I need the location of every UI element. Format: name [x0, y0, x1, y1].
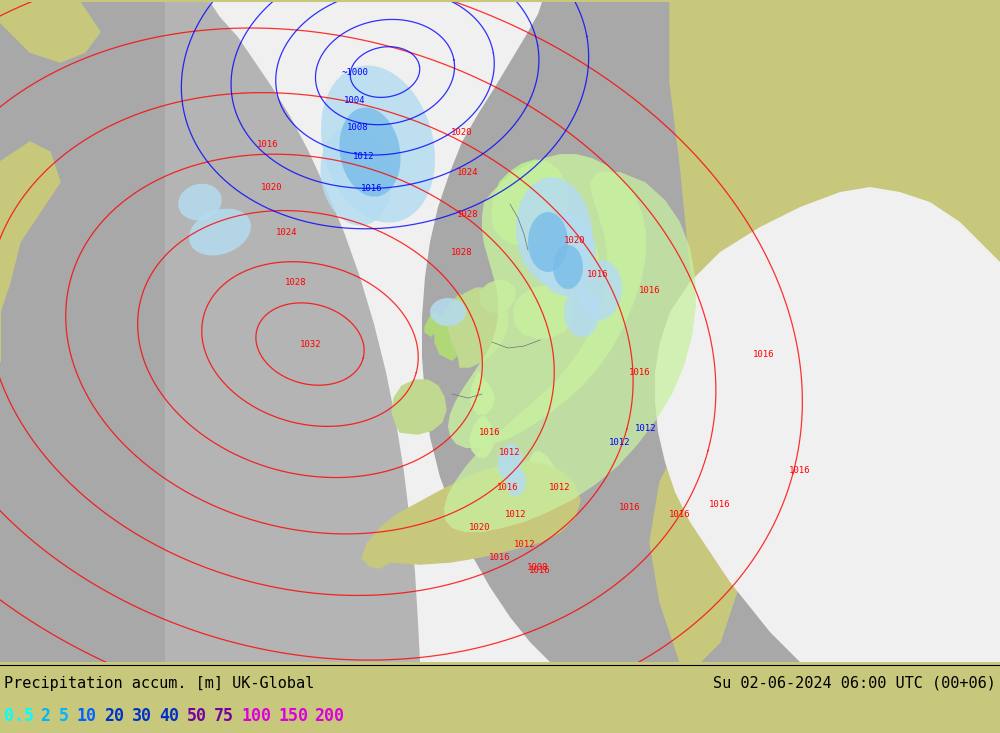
- Polygon shape: [0, 142, 60, 362]
- Text: 200: 200: [315, 707, 345, 725]
- Polygon shape: [362, 462, 580, 568]
- Text: 50: 50: [187, 707, 207, 725]
- Polygon shape: [370, 2, 450, 57]
- Polygon shape: [165, 2, 420, 662]
- Polygon shape: [564, 287, 600, 337]
- Polygon shape: [536, 212, 596, 296]
- Text: 1016: 1016: [479, 427, 501, 437]
- Polygon shape: [448, 154, 646, 448]
- Text: 1012: 1012: [353, 152, 375, 161]
- Polygon shape: [178, 184, 222, 221]
- Text: 1016: 1016: [753, 350, 775, 358]
- Polygon shape: [546, 236, 598, 281]
- Text: 1028: 1028: [457, 210, 479, 218]
- Polygon shape: [553, 245, 583, 289]
- Text: 1008: 1008: [347, 122, 369, 131]
- Text: 1016: 1016: [629, 367, 651, 377]
- Polygon shape: [516, 177, 592, 287]
- Text: 1012: 1012: [514, 539, 536, 548]
- Text: 1024: 1024: [457, 168, 479, 177]
- Text: 1016: 1016: [529, 566, 551, 575]
- Polygon shape: [339, 108, 401, 196]
- Text: 1016: 1016: [619, 503, 641, 512]
- Text: 1016: 1016: [361, 183, 383, 193]
- Text: 20: 20: [104, 707, 124, 725]
- Text: 1012: 1012: [499, 448, 521, 457]
- Polygon shape: [506, 468, 526, 496]
- Text: 1016: 1016: [669, 509, 691, 518]
- Polygon shape: [165, 2, 1000, 662]
- Text: 1020: 1020: [469, 523, 491, 531]
- Text: 1028: 1028: [285, 278, 307, 287]
- Text: Su 02-06-2024 06:00 UTC (00+06): Su 02-06-2024 06:00 UTC (00+06): [713, 676, 996, 690]
- Polygon shape: [480, 280, 515, 313]
- Text: 1024: 1024: [276, 227, 298, 237]
- Polygon shape: [448, 288, 508, 367]
- Polygon shape: [470, 416, 494, 457]
- Text: 30: 30: [132, 707, 152, 725]
- Polygon shape: [189, 209, 251, 255]
- Text: ~1000: ~1000: [342, 67, 368, 76]
- Text: 1016: 1016: [497, 482, 519, 492]
- Text: 1016: 1016: [489, 553, 511, 561]
- Polygon shape: [470, 372, 494, 414]
- Polygon shape: [650, 2, 1000, 662]
- Polygon shape: [425, 312, 440, 336]
- Text: 1016: 1016: [639, 286, 661, 295]
- Polygon shape: [498, 444, 522, 480]
- Text: 0.5: 0.5: [4, 707, 34, 725]
- Text: 1008: 1008: [527, 562, 549, 572]
- Polygon shape: [444, 172, 696, 532]
- Polygon shape: [492, 160, 568, 244]
- Text: 1016: 1016: [587, 270, 609, 279]
- Text: 1016: 1016: [257, 139, 279, 149]
- Polygon shape: [0, 2, 100, 62]
- Polygon shape: [528, 212, 568, 272]
- Text: 1020: 1020: [564, 235, 586, 245]
- Text: 40: 40: [159, 707, 179, 725]
- Text: 1012: 1012: [549, 482, 571, 492]
- Polygon shape: [514, 286, 573, 338]
- Text: 1020: 1020: [261, 183, 283, 191]
- Polygon shape: [392, 380, 446, 434]
- Text: 1016: 1016: [709, 500, 731, 509]
- Polygon shape: [435, 294, 472, 360]
- Text: Precipitation accum. [m] UK-Global: Precipitation accum. [m] UK-Global: [4, 676, 314, 690]
- Text: 1016: 1016: [789, 465, 811, 474]
- Text: 2: 2: [41, 707, 51, 725]
- Text: 1028: 1028: [451, 248, 473, 257]
- Text: 1012: 1012: [635, 424, 657, 432]
- Text: 1020: 1020: [451, 128, 473, 136]
- Polygon shape: [529, 452, 554, 484]
- Polygon shape: [578, 260, 622, 320]
- Text: 1004: 1004: [344, 95, 366, 105]
- Text: 150: 150: [278, 707, 308, 725]
- Text: 100: 100: [241, 707, 271, 725]
- Text: 10: 10: [77, 707, 97, 725]
- Text: 5: 5: [59, 707, 69, 725]
- Polygon shape: [320, 127, 392, 226]
- Text: 1012: 1012: [505, 509, 527, 518]
- Polygon shape: [321, 65, 435, 223]
- Text: 1012: 1012: [609, 438, 631, 446]
- Polygon shape: [430, 298, 466, 326]
- Text: 75: 75: [214, 707, 234, 725]
- Text: 1032: 1032: [300, 339, 322, 349]
